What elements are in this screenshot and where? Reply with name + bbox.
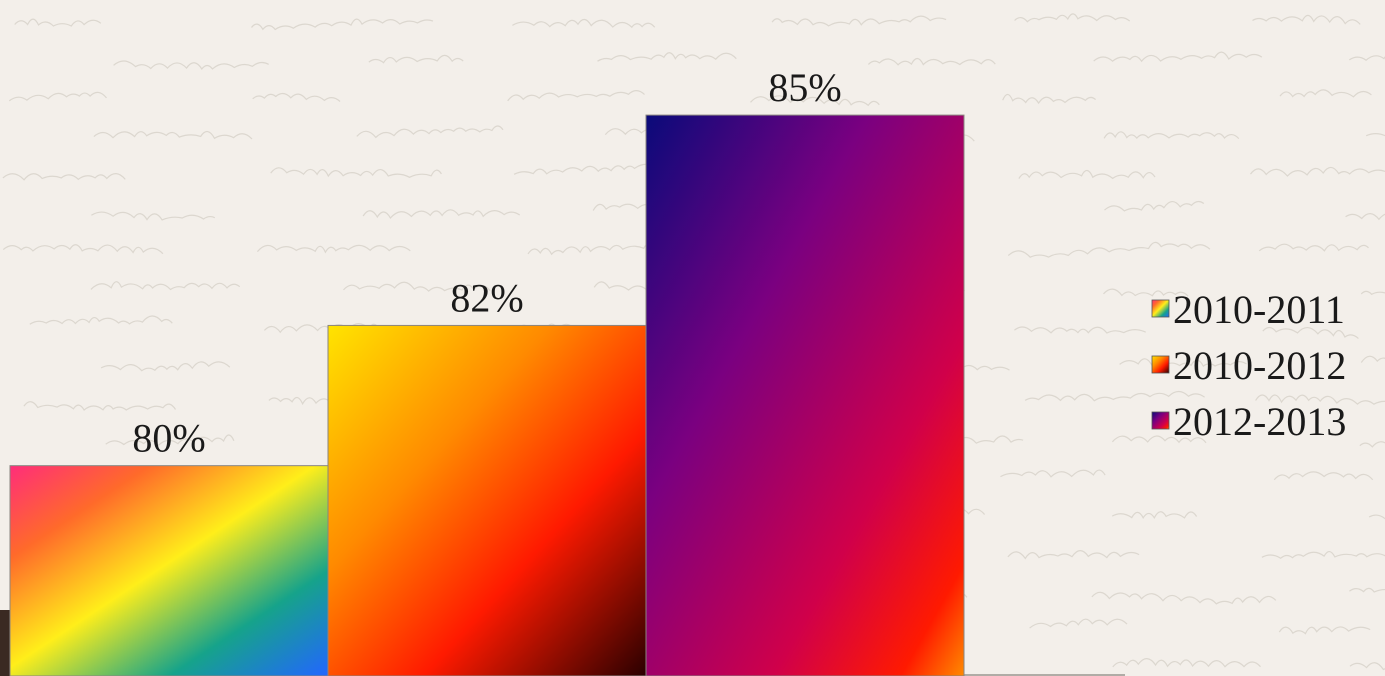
handwriting-stroke (1103, 131, 1240, 140)
bar-2010-2011 (9, 465, 329, 676)
handwriting-stroke (1112, 658, 1261, 668)
handwriting-stroke (2, 244, 164, 255)
handwriting-stroke (1349, 587, 1385, 593)
handwriting-stroke (1273, 471, 1374, 481)
handwriting-stroke (1258, 243, 1369, 252)
handwriting-stroke (1002, 93, 1097, 105)
data-label-2012-2013: 85% (768, 65, 841, 110)
legend-swatch-2012-2013 (1151, 411, 1170, 430)
handwriting-stroke (1007, 550, 1140, 560)
handwriting-stroke (252, 92, 341, 102)
handwriting-stroke (1261, 550, 1385, 559)
handwriting-stroke (368, 54, 464, 64)
handwriting-stroke (100, 361, 231, 372)
data-label-2010-2011: 80% (132, 416, 205, 461)
legend: 2010-2011 2010-2012 2012-2013 (1151, 287, 1346, 444)
handwriting-stroke (1111, 435, 1207, 444)
handwriting-stroke (1349, 662, 1385, 671)
handwriting-stroke (1018, 169, 1156, 180)
bars-group (9, 114, 965, 676)
handwriting-stroke (597, 52, 737, 62)
legend-swatch-2010-2012 (1151, 355, 1170, 374)
background-photo-fragment (0, 610, 10, 676)
handwriting-stroke (507, 90, 645, 102)
handwriting-stroke (1091, 591, 1277, 605)
handwriting-stroke (1111, 511, 1198, 519)
handwriting-stroke (1359, 441, 1385, 448)
handwriting-stroke (14, 18, 102, 27)
handwriting-stroke (1000, 469, 1106, 478)
handwriting-stroke (91, 211, 216, 221)
handwriting-stroke (1345, 213, 1385, 221)
legend-label-2010-2011: 2010-2011 (1173, 287, 1345, 332)
handwriting-stroke (867, 57, 996, 66)
handwriting-stroke (8, 91, 107, 102)
handwriting-stroke (1279, 89, 1372, 98)
handwriting-stroke (256, 244, 411, 254)
handwriting-stroke (1014, 13, 1131, 23)
handwriting-stroke (1024, 390, 1205, 402)
handwriting-stroke (1255, 394, 1385, 405)
handwriting-stroke (750, 95, 880, 107)
bar-2012-2013 (645, 114, 965, 676)
legend-label-2010-2012: 2010-2012 (1173, 343, 1346, 388)
handwriting-stroke (343, 281, 491, 292)
handwriting-stroke (1029, 618, 1128, 629)
handwriting-stroke (1093, 51, 1263, 63)
handwriting-stroke (1368, 514, 1385, 520)
handwriting-stroke (356, 125, 504, 139)
legend-label-2012-2013: 2012-2013 (1173, 399, 1346, 444)
handwriting-stroke (23, 401, 177, 411)
handwriting-stroke (105, 434, 235, 447)
data-labels-group: 80% 82% 85% (132, 65, 841, 461)
handwriting-stroke (113, 60, 269, 71)
handwriting-stroke (1103, 288, 1189, 297)
handwriting-stroke (1104, 200, 1205, 212)
handwriting-stroke (270, 167, 442, 178)
handwriting-stroke (1262, 326, 1359, 339)
handwriting-stroke (1119, 358, 1247, 368)
handwriting-stroke (93, 130, 253, 140)
handwriting-stroke (771, 15, 947, 27)
handwriting-stroke (1360, 355, 1385, 363)
handwriting-stroke (1250, 166, 1385, 177)
handwriting-stroke (29, 315, 173, 325)
data-label-2010-2012: 82% (450, 275, 523, 320)
handwriting-stroke (1007, 241, 1211, 258)
handwriting-stroke (1365, 133, 1385, 137)
handwriting-stroke (362, 209, 521, 220)
handwriting-stroke (1014, 326, 1146, 334)
handwriting-stroke (1278, 626, 1371, 635)
handwriting-stroke (1348, 55, 1385, 61)
handwriting-stroke (90, 281, 241, 291)
handwriting-stroke (1360, 290, 1385, 296)
handwriting-stroke (512, 18, 656, 29)
bar-2010-2012 (327, 324, 647, 676)
legend-swatch-2010-2011 (1151, 299, 1170, 318)
handwriting-stroke (1252, 14, 1361, 25)
handwriting-stroke (2, 173, 126, 181)
handwriting-stroke (251, 18, 434, 31)
